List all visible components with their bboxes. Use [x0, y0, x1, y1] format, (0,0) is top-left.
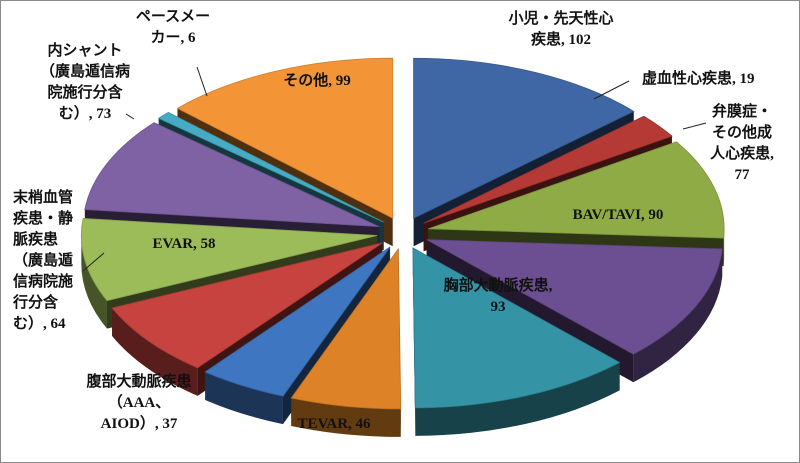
- pie-slice: [426, 239, 723, 355]
- pie-slice: [412, 247, 621, 409]
- slice-outer-wall: [415, 362, 620, 436]
- pie-slice: [157, 111, 384, 223]
- slice-top-layer: [80, 57, 725, 410]
- pie-slice: [423, 115, 673, 224]
- slice-outer-wall: [205, 371, 283, 425]
- data-label: TEVAR, 46: [297, 416, 371, 432]
- leader-line: [125, 113, 135, 120]
- pie-slice: [80, 218, 378, 302]
- leader-line-layer: [82, 66, 707, 272]
- data-label: 腹部大動脈疾患（AAA、 AIOD）, 37: [86, 372, 191, 432]
- leader-line: [82, 252, 105, 272]
- data-label: BAV/TAVI, 90: [573, 207, 664, 223]
- data-label: 小児・先天性心疾患, 102: [508, 9, 613, 48]
- data-label: EVAR, 58: [152, 236, 215, 252]
- slice-outer-wall: [291, 398, 401, 437]
- data-label: 内シャント（廣島遁信病院施行分含む）, 73: [40, 41, 130, 122]
- pie-slice: [176, 57, 394, 219]
- pie-slice: [204, 246, 391, 397]
- slice-outer-wall: [633, 248, 723, 383]
- data-label: 胸部大動脈疾患, 93: [444, 276, 553, 315]
- slice-outer-wall: [81, 235, 107, 329]
- leader-line: [196, 66, 208, 97]
- pie-slice: [111, 242, 383, 369]
- leader-line: [593, 80, 630, 100]
- data-label: 虚血性心疾患, 19: [642, 69, 755, 87]
- pie-slice: [413, 57, 635, 219]
- data-label-layer: 小児・先天性心疾患, 102 虚血性心疾患, 19 弁膜症・その他成人心疾患, 77 B…: [12, 9, 774, 432]
- pie-slice: [427, 141, 725, 239]
- data-label: ペースメーカー, 6: [136, 9, 210, 46]
- data-label: その他, 99: [283, 71, 351, 89]
- leader-line: [682, 122, 707, 130]
- pie-slice: [290, 247, 402, 410]
- data-label: 弁膜症・その他成人心疾患, 77: [710, 102, 774, 183]
- data-label: 末梢血管疾患・静脈疾患（廣島遁信病院施行分含む）, 64: [12, 188, 74, 332]
- pie-slice: [84, 122, 380, 228]
